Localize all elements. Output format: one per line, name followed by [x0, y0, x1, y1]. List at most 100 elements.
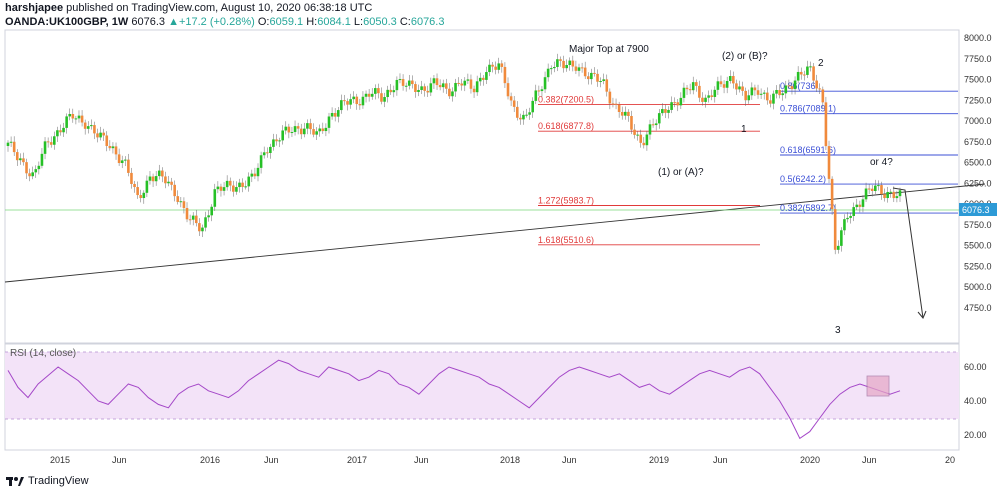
candle-body [537, 90, 541, 92]
candle-body [259, 155, 263, 168]
candle-body [420, 86, 423, 90]
candle-body [364, 93, 368, 97]
candle-body [525, 114, 528, 116]
candle-body [559, 59, 562, 61]
candle-body [219, 186, 223, 191]
candle-body [318, 128, 322, 132]
close-label: C: [399, 16, 411, 28]
candle-body [253, 173, 257, 177]
candle-body [83, 122, 87, 129]
rsi-axis: 60.00 40.00 20.00 [964, 362, 987, 440]
candle-body [86, 126, 90, 129]
candle-body [191, 215, 195, 220]
rsi-tick-label: 40.00 [964, 396, 987, 406]
close-value: 6076.3 [410, 16, 445, 28]
annotation-or-4: or 4? [870, 157, 893, 168]
price-tick-label: 4750.0 [964, 303, 992, 313]
candle-body [577, 67, 581, 71]
candle-body [614, 103, 618, 105]
candle-body [108, 145, 112, 149]
candle-body [19, 158, 22, 161]
candle-body [710, 95, 714, 97]
candle-body [80, 115, 84, 123]
candle-body [154, 176, 158, 182]
symbol-label[interactable]: OANDA:UK100GBP, 1W [5, 16, 129, 28]
candle-body [65, 116, 68, 128]
candle-body [895, 196, 899, 199]
candle-body [62, 127, 65, 133]
candle-body [49, 142, 53, 145]
candle-body [194, 215, 198, 224]
last-price-tag-text: 6076.3 [962, 205, 990, 215]
candle-body [478, 77, 482, 82]
candle-body [472, 88, 476, 93]
candle-body [256, 167, 260, 177]
candle-body [661, 109, 664, 114]
candle-body [630, 115, 633, 130]
projection-arrow [892, 187, 924, 319]
publisher-name[interactable]: harshjapee [5, 2, 64, 14]
candle-body [469, 79, 473, 89]
candle-body [423, 86, 426, 91]
candle-body [250, 173, 254, 177]
fib-level-label: 0.618(6877.8) [538, 121, 594, 131]
candle-body [565, 65, 568, 69]
candle-body [852, 207, 856, 216]
candle-body [849, 215, 852, 218]
candle-body [22, 158, 25, 163]
candle-body [491, 64, 494, 67]
footer-brand[interactable]: TradingView [28, 475, 89, 487]
fib-levels: 0.382(7200.5) 0.618(6877.8) 1.272(5983.7) 1… [538, 81, 958, 246]
candle-body [512, 100, 516, 107]
candle-body [74, 118, 78, 120]
candle-body [704, 97, 707, 102]
candle-body [651, 124, 655, 126]
candle-body [333, 112, 337, 117]
candle-body [373, 88, 377, 94]
candle-body [296, 126, 300, 129]
time-tick-label: Jun [862, 455, 877, 465]
candle-body [691, 82, 695, 91]
candle-body [522, 114, 525, 120]
candle-body [139, 195, 143, 199]
candle-body [284, 126, 288, 131]
candle-body [741, 86, 744, 91]
candle-body [290, 132, 294, 134]
candle-body [574, 66, 578, 71]
candle-body [451, 91, 454, 97]
candle-body [228, 180, 232, 186]
candle-body [127, 159, 130, 173]
candle-body [759, 93, 763, 95]
tradingview-logo-icon [6, 477, 24, 486]
candle-body [114, 146, 118, 155]
candle-body [543, 77, 547, 90]
price-tick-label: 6750.0 [964, 137, 992, 147]
annotation-2-or-b: (2) or (B)? [722, 51, 768, 62]
candle-body [627, 111, 630, 116]
annotation-wave-2: 2 [818, 58, 824, 69]
candle-body [321, 128, 325, 132]
publisher-line: harshjapee published on TradingView.com,… [5, 2, 372, 14]
candle-body [571, 60, 575, 67]
rsi-highlight-box [866, 375, 890, 397]
candle-body [725, 80, 729, 88]
candle-body [482, 77, 485, 80]
candle-body [645, 134, 649, 146]
candle-body [330, 112, 334, 117]
low-label: L: [353, 16, 364, 28]
candle-body [799, 71, 803, 75]
candle-body [272, 139, 275, 147]
time-tick-label: Jun [414, 455, 429, 465]
candle-body [719, 81, 723, 85]
trendline [4, 183, 986, 283]
candle-body [728, 76, 732, 81]
candle-body [93, 125, 96, 134]
candle-body [796, 71, 800, 81]
candle-body [466, 79, 470, 81]
candle-body [503, 66, 507, 84]
candle-body [349, 99, 352, 105]
change-value: +17.2 (+0.28%) [178, 16, 255, 28]
candle-body [707, 95, 710, 98]
price-tick-label: 6250.0 [964, 178, 992, 188]
